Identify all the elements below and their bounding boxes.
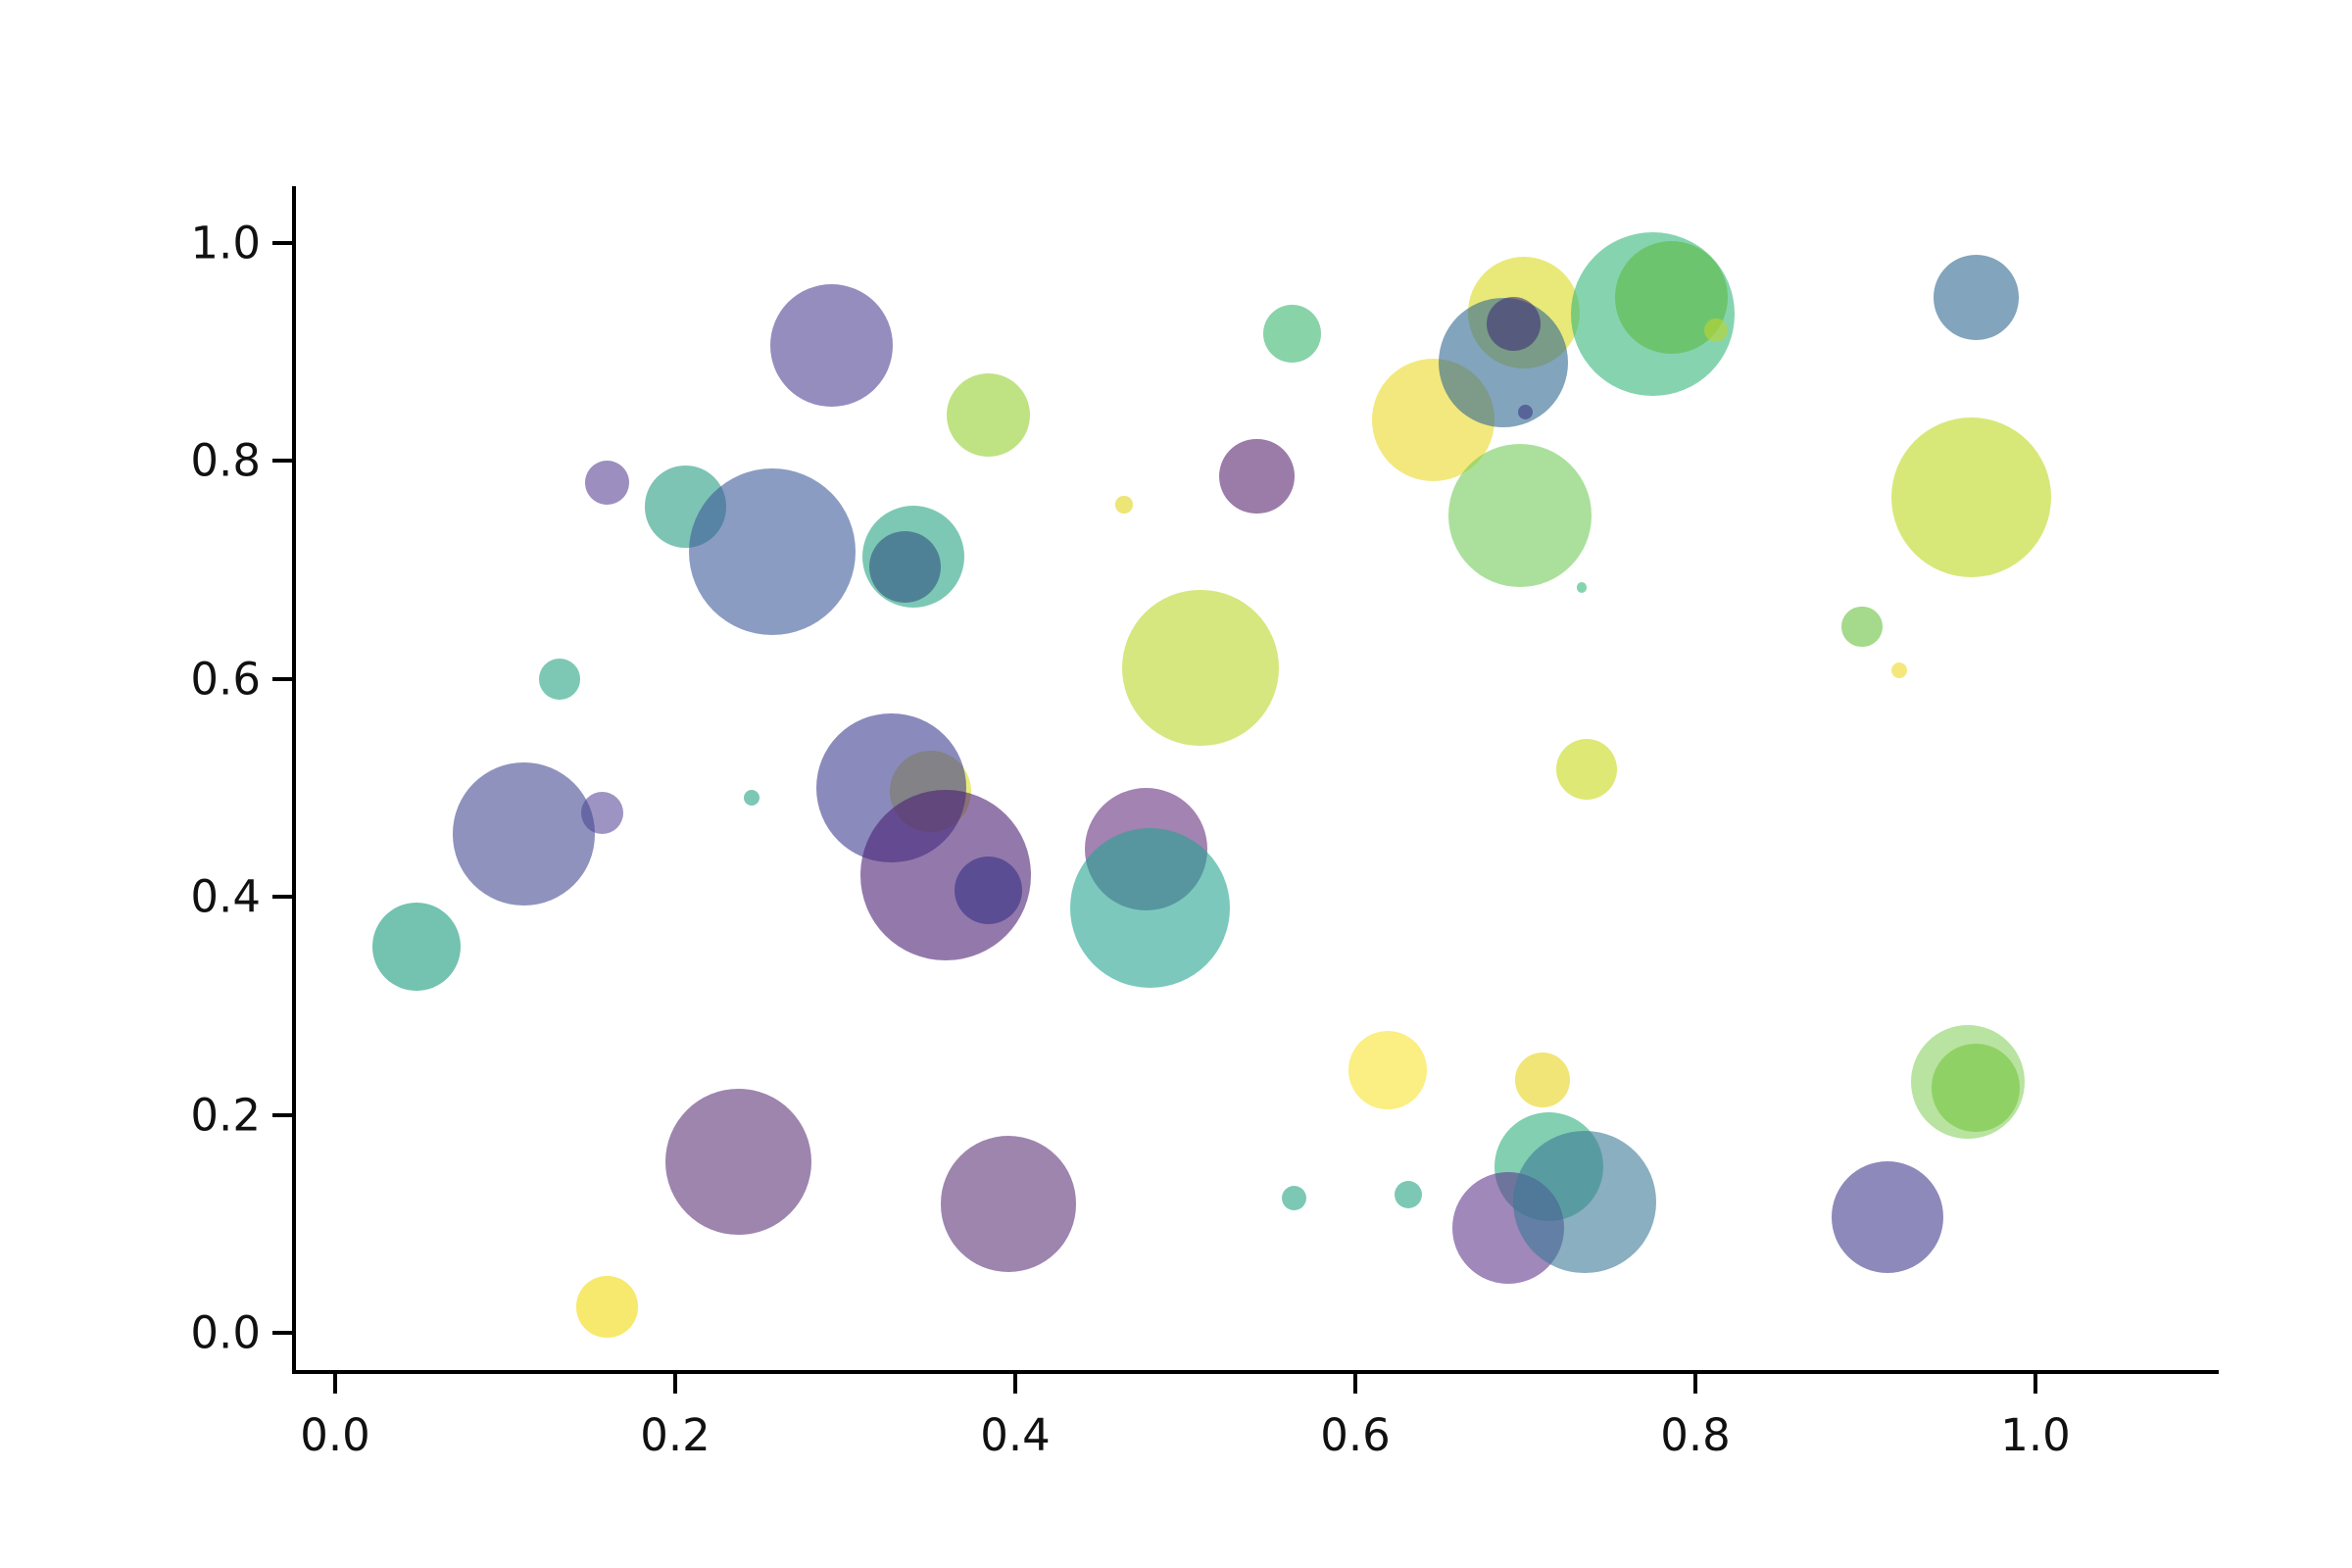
bubble [1263,304,1322,363]
bubble [372,903,462,992]
x-tick-label: 1.0 [2000,1409,2071,1461]
x-tick-mark [1353,1374,1357,1394]
y-tick-label: 0.2 [190,1089,261,1142]
y-tick-mark [272,459,292,464]
bubble [1515,1053,1570,1107]
y-tick-label: 0.8 [190,434,261,487]
x-tick-label: 0.4 [980,1409,1051,1461]
bubble [1115,496,1133,514]
bubble [1703,318,1728,343]
x-tick-mark [1693,1374,1697,1394]
bubble [1517,404,1534,420]
bubble [1890,416,2051,577]
bubble [1831,1160,1944,1274]
y-tick-mark [272,895,292,900]
bubble [688,467,856,635]
bubble [1933,255,2019,340]
bubble [946,373,1030,458]
bubble [1122,589,1279,747]
bubble [452,761,596,906]
bubble [940,1136,1077,1273]
bubble [770,284,894,407]
bubble [1282,1185,1307,1210]
x-tick-label: 0.8 [1660,1409,1731,1461]
y-axis-spine [292,186,296,1374]
bubble [1448,444,1592,587]
y-tick-mark [272,1112,292,1117]
bubble [1576,582,1587,593]
bubble [1069,827,1230,988]
x-tick-label: 0.6 [1320,1409,1391,1461]
bubble [1555,738,1618,801]
bubble [868,530,941,603]
bubble [1841,606,1883,648]
bubble [1394,1180,1422,1208]
y-tick-mark [272,676,292,681]
x-tick-mark [2034,1374,2037,1394]
x-tick-label: 0.2 [640,1409,710,1461]
y-tick-label: 0.6 [190,653,261,706]
x-tick-mark [333,1374,337,1394]
bubble [664,1088,811,1235]
bubble [1486,296,1542,352]
y-tick-mark [272,1331,292,1335]
x-tick-mark [1013,1374,1017,1394]
bubble [1513,1130,1657,1274]
bubble [576,1276,638,1338]
x-tick-label: 0.0 [300,1409,370,1461]
bubble [954,856,1022,925]
bubble [1348,1031,1427,1109]
y-tick-label: 0.4 [190,870,261,923]
bubble [585,461,630,506]
bubble [1891,662,1908,678]
bubble [744,790,760,806]
y-tick-mark [272,241,292,245]
x-axis-spine [292,1370,2219,1374]
bubble [539,658,580,700]
bubble [1219,438,1295,514]
x-tick-mark [673,1374,677,1394]
y-tick-label: 0.0 [190,1306,261,1359]
y-tick-label: 1.0 [190,217,261,270]
bubble [1932,1043,2021,1132]
